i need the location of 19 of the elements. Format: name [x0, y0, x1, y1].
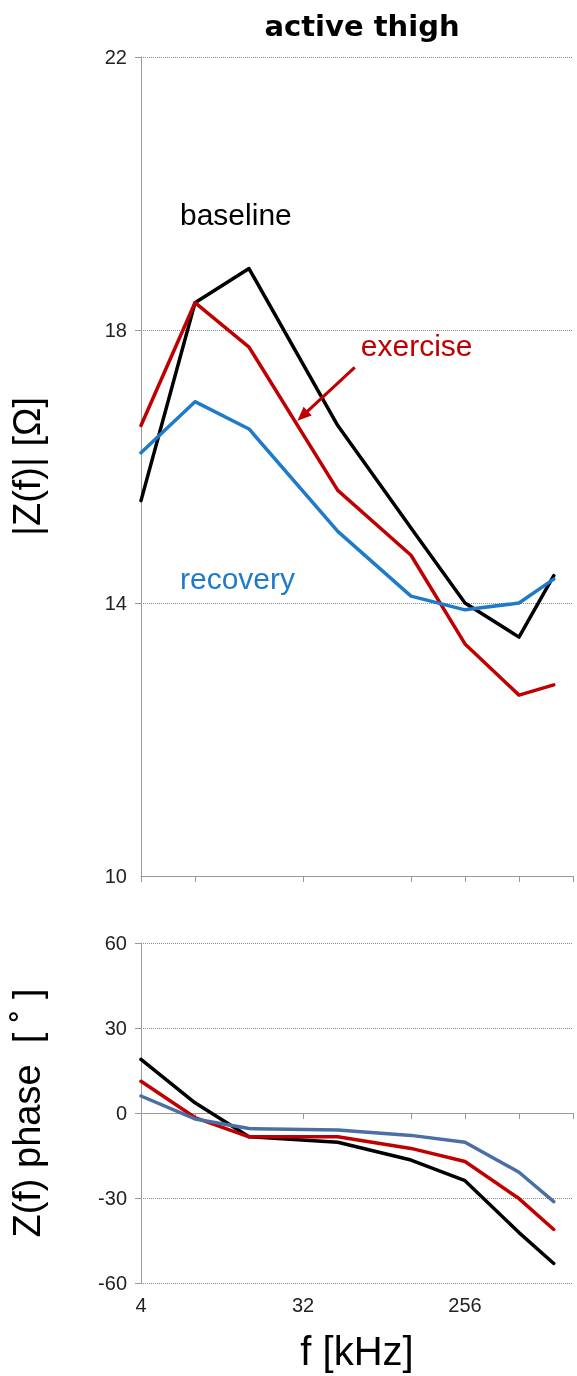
text: exercise [360, 328, 473, 362]
y-tick-label: 14 [104, 592, 127, 614]
y-axis-title: Z(f) phase [ ˚ ] [6, 988, 48, 1238]
y-axis-title: |Z(f)| [Ω] [6, 397, 48, 536]
y-tick-label: 0 [115, 1102, 127, 1124]
x-axis-title: f [kHz] [300, 1329, 414, 1373]
y-tick-label: 10 [104, 865, 127, 887]
y-tick-label: 22 [104, 46, 127, 68]
y-tick-label: 18 [104, 319, 127, 341]
x-tick-label: 256 [448, 1294, 482, 1316]
y-tick-label: -60 [98, 1272, 127, 1294]
series-label: baseline [180, 198, 292, 232]
y-tick-label: -30 [98, 1187, 127, 1209]
x-tick-label: 4 [135, 1294, 147, 1316]
y-tick-label: 60 [104, 932, 127, 954]
x-tick-label: 32 [291, 1294, 315, 1316]
chart-title: active thigh [264, 8, 460, 43]
series-label: recovery [180, 562, 296, 596]
y-tick-label: 30 [104, 1017, 127, 1039]
